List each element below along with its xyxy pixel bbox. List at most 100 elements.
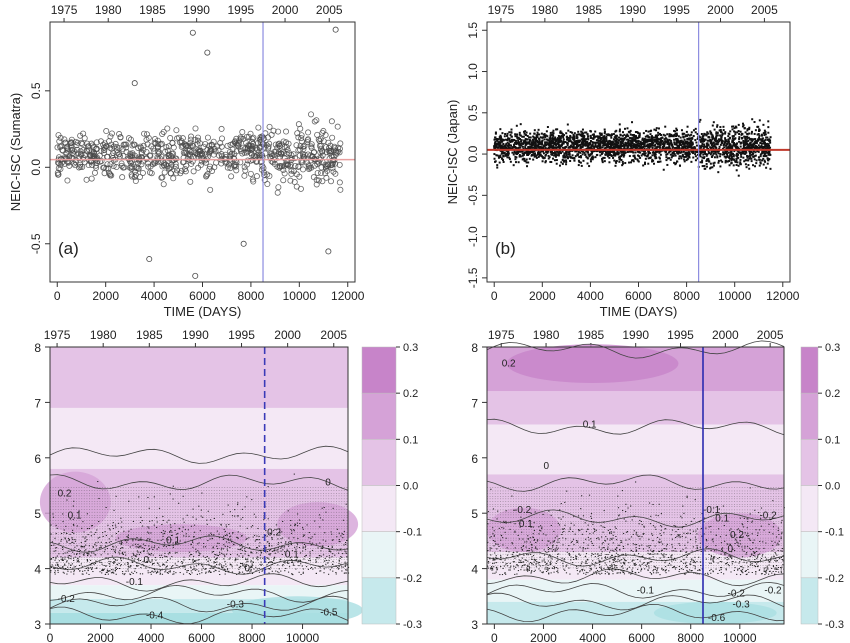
event-dot	[64, 538, 66, 540]
data-point	[701, 138, 704, 141]
data-point	[160, 128, 167, 135]
data-point	[503, 135, 506, 138]
data-point	[203, 173, 210, 180]
event-dot	[166, 556, 168, 558]
data-point	[655, 150, 658, 153]
event-dot	[151, 560, 153, 562]
data-point	[739, 142, 742, 145]
data-point	[295, 134, 302, 141]
contour-line	[49, 474, 349, 491]
data-point	[244, 161, 251, 168]
data-point	[558, 146, 561, 149]
data-point	[653, 144, 656, 147]
data-point	[723, 153, 726, 156]
data-point	[704, 153, 707, 156]
data-point	[726, 147, 729, 150]
data-point	[547, 139, 550, 142]
data-point	[562, 142, 565, 145]
data-point	[763, 133, 766, 136]
event-dot	[162, 538, 164, 540]
data-point	[620, 147, 623, 150]
data-point	[691, 136, 694, 139]
data-point	[633, 156, 636, 159]
data-point	[586, 142, 589, 145]
event-dot	[294, 546, 296, 548]
data-point	[671, 145, 674, 148]
data-point	[271, 160, 278, 167]
event-dot	[137, 558, 140, 560]
data-point	[604, 151, 607, 154]
data-point	[517, 161, 520, 164]
data-point	[550, 146, 553, 149]
data-point	[557, 140, 560, 143]
event-dot	[209, 570, 211, 572]
data-point	[591, 155, 594, 158]
data-point	[613, 138, 616, 141]
data-point	[626, 151, 629, 154]
event-dot	[163, 542, 166, 544]
event-dot	[125, 539, 127, 541]
event-dot	[119, 542, 121, 544]
event-dot	[315, 561, 318, 563]
event-dot	[223, 544, 225, 546]
event-dot	[119, 565, 122, 567]
event-dot	[86, 559, 88, 561]
event-dot	[99, 571, 101, 573]
data-point	[699, 155, 702, 158]
data-point	[680, 139, 683, 142]
data-point	[593, 150, 596, 153]
data-point	[743, 152, 746, 155]
data-point	[576, 136, 579, 139]
panel-label: (b)	[495, 239, 516, 258]
data-point	[618, 123, 621, 126]
event-dot	[213, 571, 215, 573]
event-dot	[153, 496, 155, 498]
event-dot	[241, 563, 243, 565]
data-point	[700, 140, 703, 143]
event-dot	[273, 534, 275, 536]
data-point	[654, 134, 657, 137]
data-point	[562, 135, 565, 138]
data-point	[712, 162, 715, 165]
event-dot	[169, 571, 171, 573]
data-point	[576, 143, 579, 146]
event-dot	[225, 566, 227, 568]
data-point	[754, 147, 757, 150]
data-point	[722, 151, 725, 154]
event-dot	[183, 566, 185, 568]
data-point	[498, 141, 501, 144]
data-point	[662, 141, 665, 144]
data-point	[508, 158, 511, 161]
data-point	[741, 122, 744, 125]
data-point	[129, 142, 136, 149]
event-dot	[171, 556, 173, 558]
data-point	[577, 144, 580, 147]
event-dot	[240, 535, 243, 537]
event-dot	[309, 541, 311, 543]
event-dot	[280, 538, 282, 540]
data-point	[633, 154, 636, 157]
data-point	[727, 138, 730, 141]
event-dot	[341, 570, 343, 572]
event-dot	[209, 567, 211, 569]
event-dot	[321, 545, 324, 547]
data-point	[669, 139, 672, 142]
event-dot	[70, 558, 72, 560]
data-point	[731, 135, 734, 138]
event-dot	[90, 563, 92, 565]
event-dot	[240, 566, 242, 568]
event-dot	[92, 546, 94, 548]
data-point	[750, 160, 753, 163]
data-point	[512, 153, 515, 156]
event-dot	[129, 573, 131, 575]
data-point	[677, 139, 680, 142]
event-dot	[148, 554, 150, 556]
event-dot	[132, 539, 134, 541]
data-point	[146, 152, 153, 159]
event-dot	[97, 541, 99, 543]
event-dot	[271, 562, 274, 564]
data-point	[545, 130, 548, 133]
data-point	[758, 134, 761, 137]
data-point	[748, 144, 751, 147]
data-point	[310, 174, 317, 181]
